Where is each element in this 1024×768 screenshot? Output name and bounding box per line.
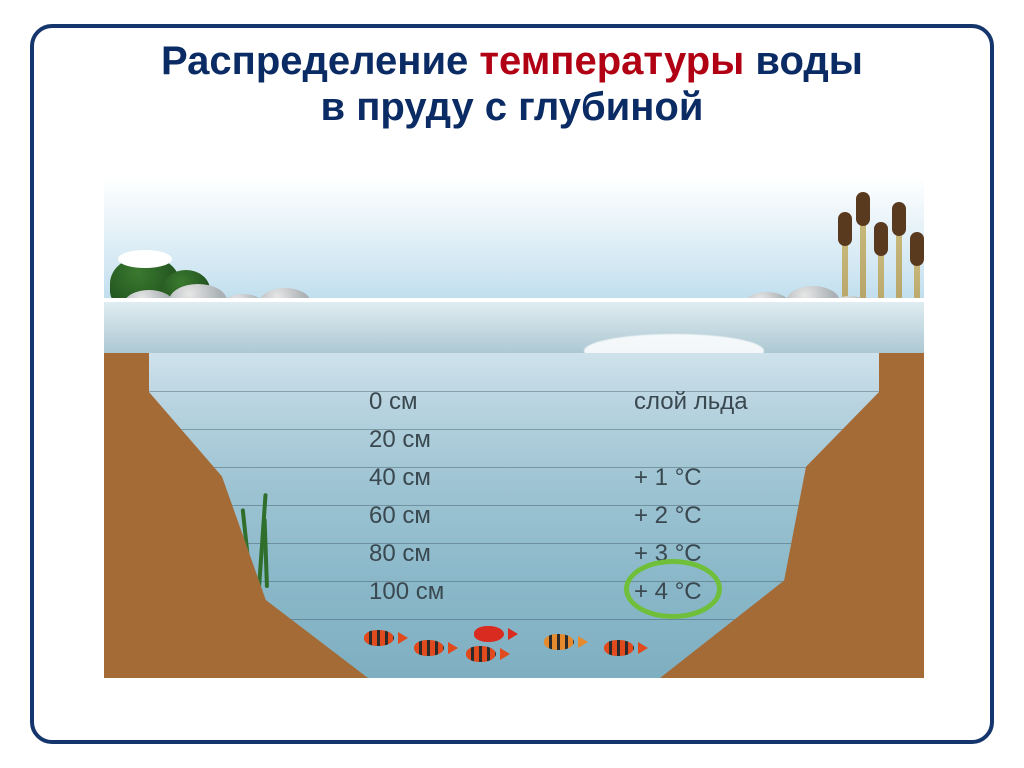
reed-head-icon <box>910 232 924 266</box>
fish-icon <box>414 640 452 656</box>
fish-icon <box>364 630 402 646</box>
pond-cross-section: 0 см 20 см 40 см 60 см 80 см 100 см слой… <box>104 178 924 678</box>
temp-label: + 2 °C <box>634 497 834 535</box>
title-word-3: воды <box>755 39 863 83</box>
title-word-1: Распределение <box>161 39 468 83</box>
depth-label: 0 см <box>369 383 489 421</box>
fish-icon <box>604 640 642 656</box>
depth-label: 100 см <box>369 573 489 611</box>
fish-icon <box>466 646 504 662</box>
fish-icon <box>544 634 582 650</box>
water-plant-icon <box>263 518 269 588</box>
title-accent: температуры <box>479 39 744 83</box>
reed-head-icon <box>838 212 852 246</box>
slide-frame: Распределение температуры воды в пруду с… <box>30 24 994 744</box>
highlight-circle <box>624 559 722 619</box>
reed-head-icon <box>892 202 906 236</box>
depth-label: 40 см <box>369 459 489 497</box>
title-line-2: в пруду с глубиной <box>321 85 704 129</box>
reed-head-icon <box>874 222 888 256</box>
temp-label <box>634 421 834 459</box>
depth-label: 80 см <box>369 535 489 573</box>
depth-labels-column: 0 см 20 см 40 см 60 см 80 см 100 см <box>369 383 489 611</box>
fish-icon <box>474 626 512 642</box>
snow-surface <box>104 298 924 358</box>
temp-label: слой льда <box>634 383 834 421</box>
depth-label: 60 см <box>369 497 489 535</box>
depth-label: 20 см <box>369 421 489 459</box>
temp-label: + 1 °C <box>634 459 834 497</box>
slide-title: Распределение температуры воды в пруду с… <box>34 38 990 130</box>
reed-head-icon <box>856 192 870 226</box>
